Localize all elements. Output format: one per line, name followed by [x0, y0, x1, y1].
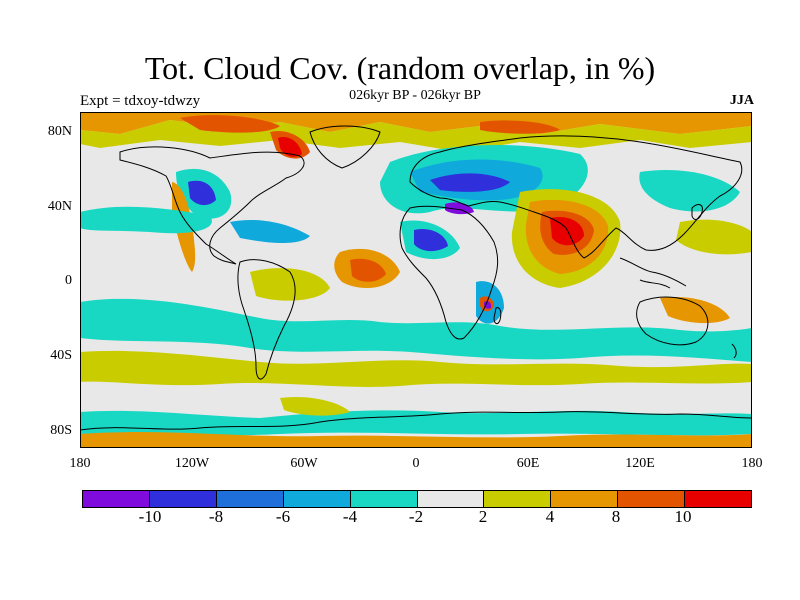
coastline-greenland: [309, 125, 381, 169]
lon-label-0: 0: [412, 456, 420, 471]
colorbar-label: -2: [408, 507, 424, 526]
anomaly-region: [80, 298, 752, 362]
coastline-eurasia: [409, 135, 743, 259]
colorbar-swatch: [350, 491, 418, 507]
colorbar-label: 10: [674, 507, 692, 526]
coastline-australia: [636, 296, 709, 346]
lat-label-40s: 40S: [50, 348, 72, 363]
lon-label-120e: 120E: [625, 456, 655, 471]
coastlines: [80, 125, 752, 431]
coastline-africa: [399, 205, 499, 340]
lat-label-80s: 80S: [50, 423, 72, 438]
anomaly-region: [278, 136, 302, 157]
anomaly-region: [414, 228, 448, 252]
anomaly-region: [80, 112, 752, 134]
anomaly-region: [80, 410, 752, 436]
anomaly-region: [250, 268, 330, 301]
lat-label-40n: 40N: [47, 199, 72, 214]
anomaly-region: [676, 219, 752, 255]
coastline-southeast-asia: [619, 257, 687, 289]
coastline-japan: [691, 204, 703, 220]
anomaly-region: [80, 206, 212, 234]
colorbar-label: -10: [138, 507, 162, 526]
map-frame: [80, 112, 752, 448]
anomaly-region: [660, 296, 730, 324]
anomaly-region: [484, 301, 492, 309]
lat-label-80n: 80N: [47, 124, 72, 139]
coastline-new-zealand: [731, 343, 737, 359]
colorbar-label: 4: [545, 507, 555, 526]
colorbar-swatch: [417, 491, 485, 507]
colorbar-label: -8: [208, 507, 224, 526]
coastline-north-america: [119, 146, 305, 265]
colorbar-label: 8: [611, 507, 621, 526]
anomaly-region: [230, 219, 310, 243]
lon-label-60e: 60E: [516, 456, 540, 471]
anomaly-region: [350, 258, 386, 282]
colorbar-label: -4: [342, 507, 358, 526]
anomaly-region: [280, 396, 350, 416]
lon-label-60w: 60W: [290, 456, 318, 471]
map-subtitle: 026kyr BP - 026kyr BP: [349, 88, 481, 103]
experiment-label: Expt = tdxoy-tdwzy: [80, 93, 201, 109]
anomaly-region: [80, 432, 752, 448]
map-title: Tot. Cloud Cov. (random overlap, in %): [144, 50, 656, 86]
season-label: JJA: [729, 93, 754, 108]
coastline-madagascar: [493, 307, 502, 325]
coastline-south-america: [237, 259, 296, 380]
lon-label-180-left: 180: [69, 456, 91, 471]
anomaly-region: [430, 173, 510, 192]
anomaly-region: [180, 115, 280, 133]
colorbar-swatch: [216, 491, 284, 507]
coastline-antarctica: [80, 411, 752, 431]
colorbar-label: -6: [275, 507, 291, 526]
colorbar-swatch: [83, 491, 150, 507]
colorbar-swatch: [685, 491, 752, 507]
anomaly-region: [550, 216, 584, 246]
colorbar-swatch: [484, 491, 552, 507]
anomaly-region: [480, 120, 560, 134]
colorbar-swatch: [283, 491, 351, 507]
anomaly-region: [639, 170, 740, 212]
colorbar: [82, 490, 752, 508]
cloud-cover-map: [80, 112, 752, 448]
colorbar-swatch: [551, 491, 619, 507]
anomaly-region: [188, 180, 216, 206]
lon-label-180-right: 180: [741, 456, 763, 471]
lon-label-120w: 120W: [174, 456, 210, 471]
anomaly-region: [80, 350, 752, 387]
colorbar-swatch: [149, 491, 217, 507]
colorbar-label: 2: [478, 507, 488, 526]
map-svg: [80, 112, 752, 448]
colorbar-swatch: [618, 491, 686, 507]
lat-label-0: 0: [65, 273, 72, 288]
